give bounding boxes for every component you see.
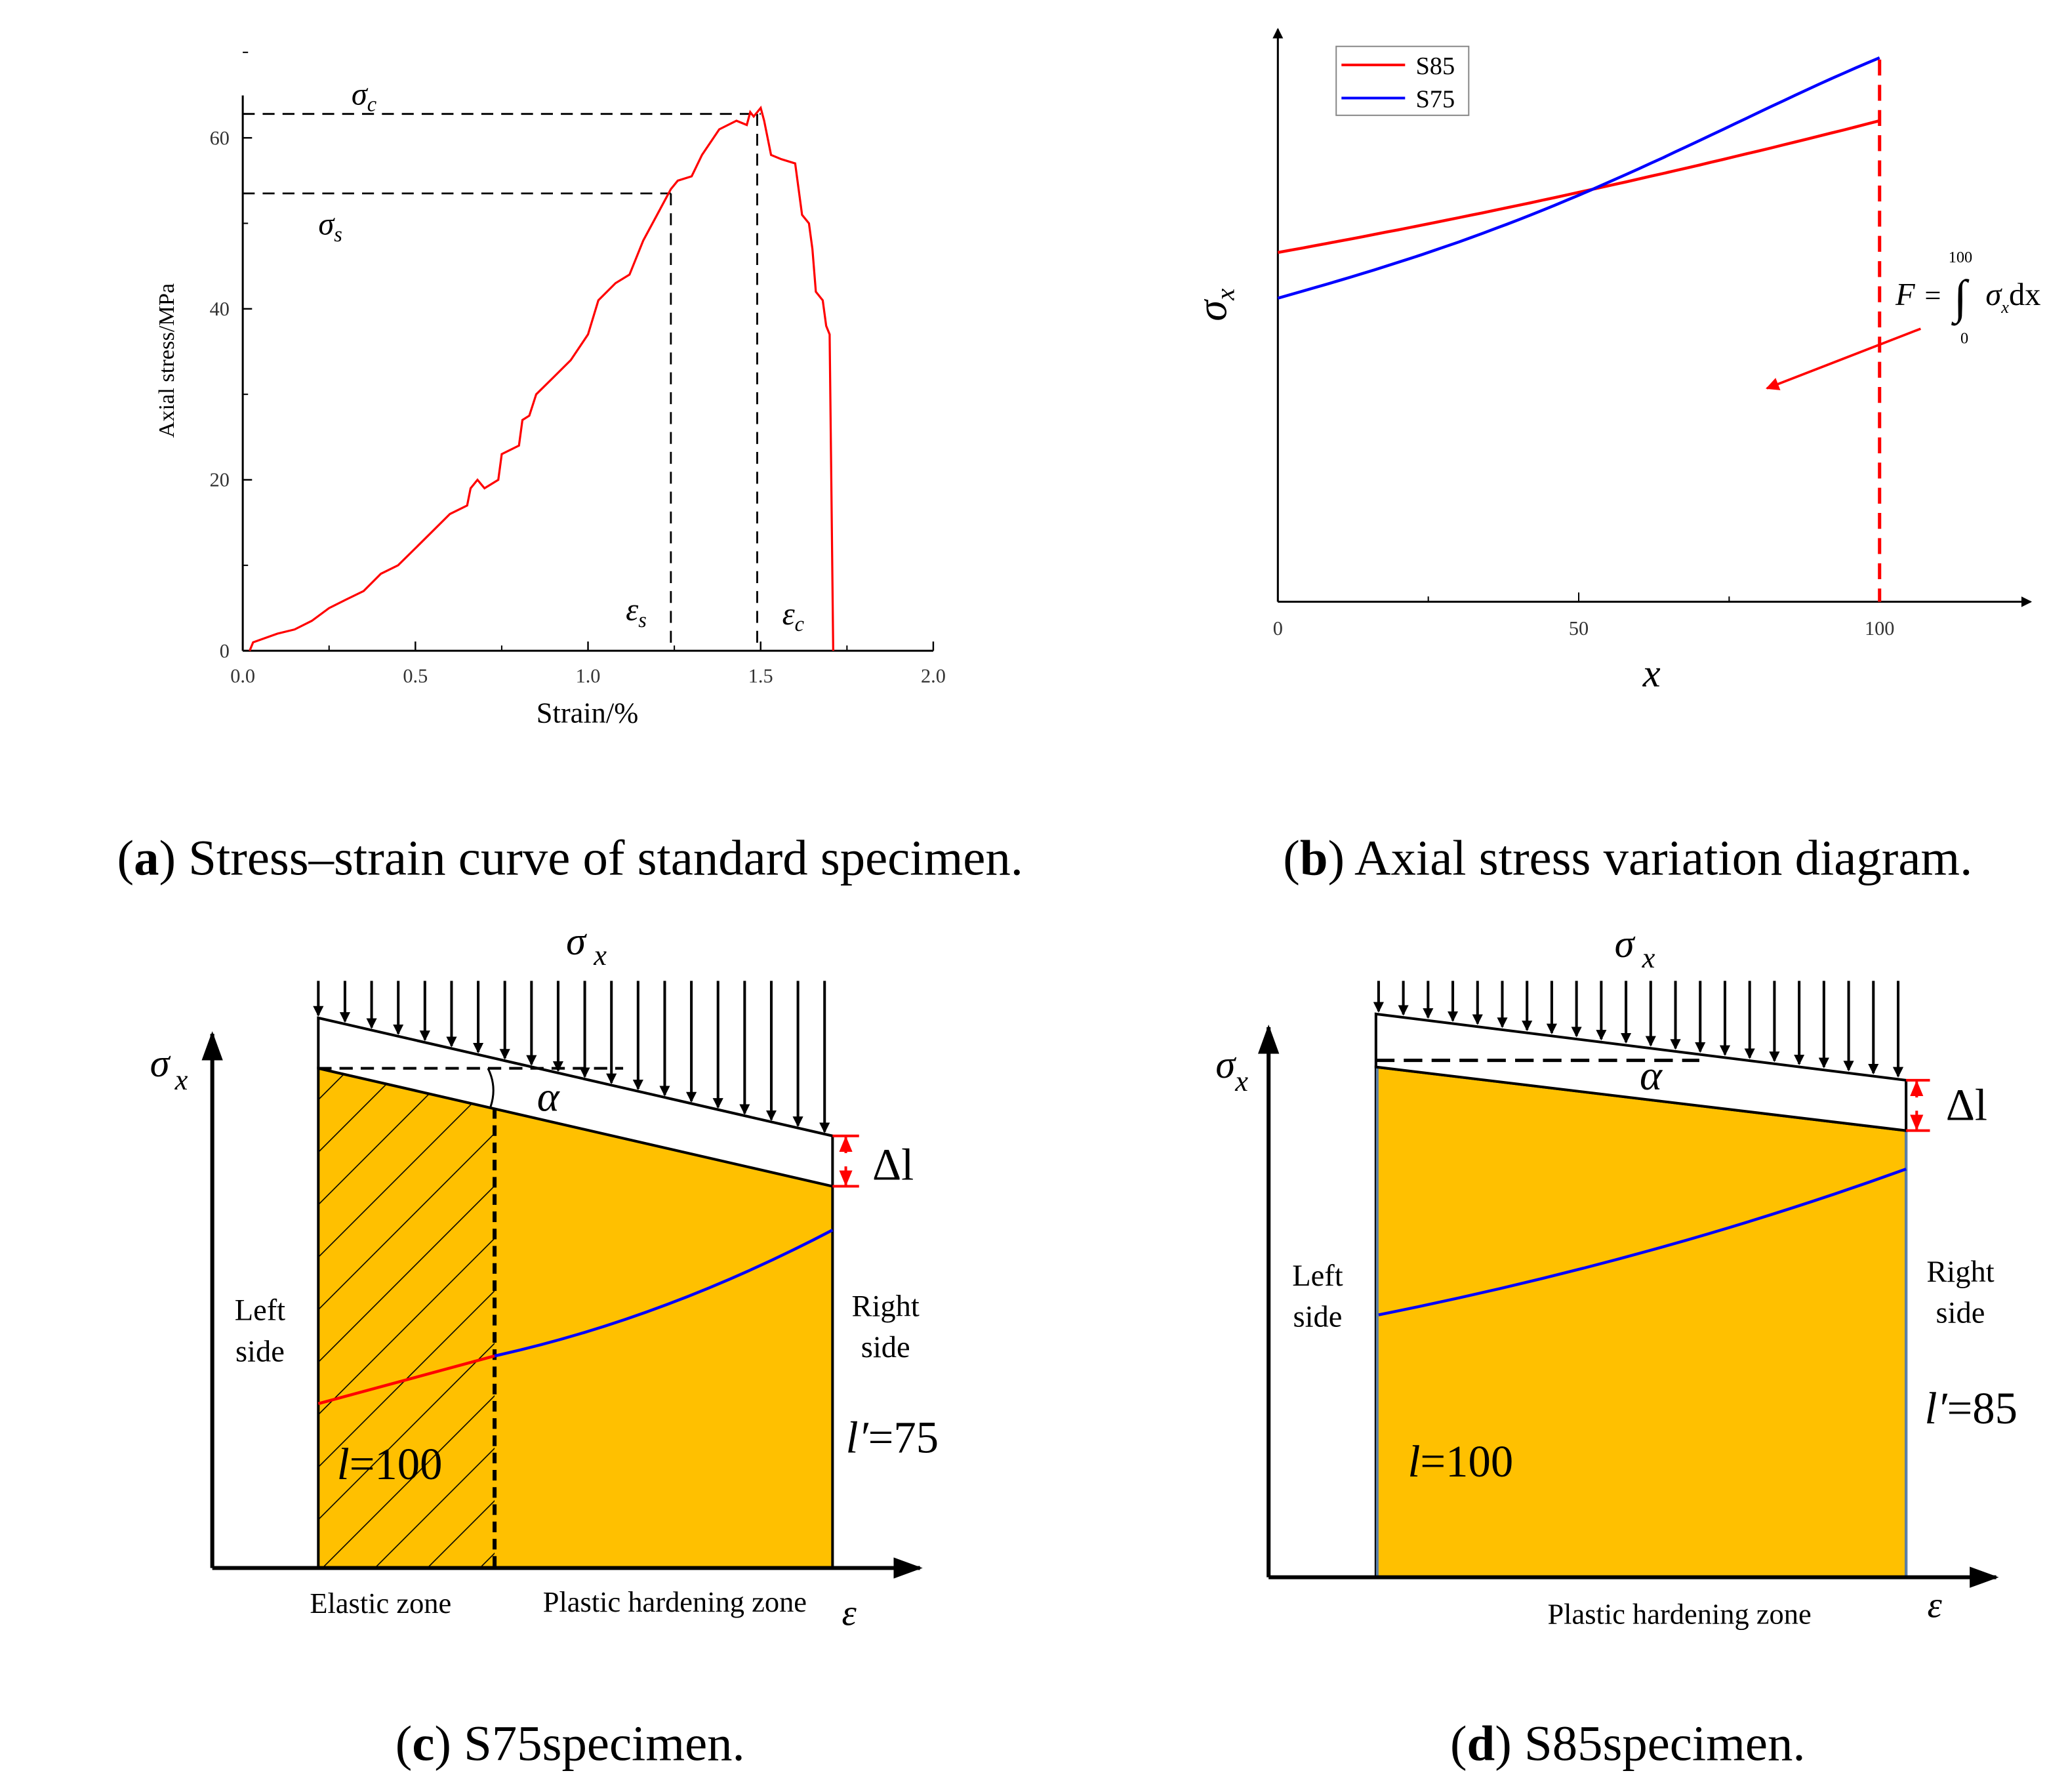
d-alpha: α [1640, 1051, 1663, 1099]
a-x-tick-label: 1.5 [748, 665, 773, 687]
panel-a-stress-strain-chart: 0.0 0.5 1.0 1.5 2.0 0 20 40 60 Strain/% Axial st… [154, 51, 946, 729]
b-x-tick-label: 100 [1865, 617, 1894, 640]
c-x-axis-label: ε [841, 1593, 857, 1633]
b-x-tick-label: 50 [1569, 617, 1589, 640]
d-yaxis-sigma: σx [1215, 1043, 1248, 1097]
a-sigma-s-label: σs [318, 207, 342, 246]
svg-text:100: 100 [1949, 249, 1972, 266]
caption-b: (b) Axial stress variation diagram. [1283, 830, 1972, 886]
d-lprime-label: l′=85 [1924, 1383, 2017, 1433]
a-y-tick-label: 20 [210, 469, 230, 491]
c-l-label: l=100 [337, 1439, 443, 1489]
d-x-axis-label: ε [1927, 1585, 1942, 1625]
a-x-tick-label: 0.0 [230, 665, 255, 687]
svg-text:∫: ∫ [1951, 270, 1970, 326]
c-delta-l-label: Δl [872, 1139, 914, 1189]
b-series-s75 [1277, 56, 1880, 300]
d-specimen-area [1374, 1065, 1908, 1579]
d-right-side-2: side [1936, 1297, 1985, 1330]
b-x-label: x [1642, 652, 1661, 696]
d-l-label: l=100 [1408, 1436, 1513, 1486]
a-x-tick-label: 2.0 [921, 665, 946, 687]
legend-label-s75: S75 [1415, 86, 1455, 113]
a-x-tick-label: 1.0 [576, 665, 601, 687]
d-stress-line [1378, 1168, 1907, 1316]
svg-text:=: = [1924, 279, 1941, 312]
svg-text:F: F [1895, 277, 1916, 312]
a-epsilon-s-label: εs [626, 593, 647, 632]
a-y-tick-label: 60 [210, 127, 230, 149]
c-left-side-1: Left [235, 1294, 285, 1328]
b-formula-arrow [1766, 327, 1922, 390]
legend-label-s85: S85 [1415, 52, 1455, 80]
b-series-s85 [1277, 119, 1880, 255]
b-x-tick-label: 0 [1273, 617, 1283, 640]
caption-d: (d) S85specimen. [1450, 1716, 1806, 1772]
c-left-side-2: side [235, 1335, 285, 1368]
c-stress-line-elastic [317, 1354, 495, 1406]
caption-c: (c) S75specimen. [395, 1716, 745, 1772]
a-x-label: Strain/% [537, 696, 639, 729]
svg-text:σxdx: σxdx [1985, 277, 2040, 317]
c-elastic-hatch [318, 1068, 495, 1568]
d-plastic-zone-label: Plastic hardening zone [1547, 1597, 1811, 1630]
c-right-side-1: Right [852, 1290, 920, 1324]
c-right-side-2: side [861, 1331, 910, 1364]
a-stress-strain-line [249, 106, 834, 651]
d-right-side-1: Right [1926, 1255, 1994, 1289]
a-y-tick-label: 0 [220, 640, 230, 662]
c-alpha: α [537, 1072, 561, 1120]
a-epsilon-c-label: εc [782, 597, 804, 636]
d-left-side-2: side [1293, 1301, 1343, 1334]
b-legend: S85 S75 [1335, 45, 1470, 116]
a-y-tick-label: 40 [210, 298, 230, 320]
b-integral-formula: F = ∫ 100 0 σxdx [1895, 249, 2040, 347]
c-alpha-arc [487, 1068, 495, 1107]
c-plastic-zone-label: Plastic hardening zone [543, 1585, 807, 1618]
caption-a: (a) Stress–strain curve of standard spec… [117, 830, 1023, 886]
c-stress-line-plastic [494, 1229, 834, 1358]
svg-text:0: 0 [1960, 329, 1968, 347]
a-x-tick-label: 0.5 [403, 665, 428, 687]
c-elastic-zone-label: Elastic zone [310, 1587, 451, 1619]
panel-b-axial-stress-chart: 0 50 100 S85 S75 x σx F = ∫ 100 0 σxdx [1188, 28, 2040, 696]
d-delta-l-label: Δl [1946, 1080, 1987, 1130]
c-lprime-label: l′=75 [846, 1413, 939, 1463]
d-left-side-1: Left [1292, 1259, 1343, 1293]
b-y-label: σx [1188, 289, 1240, 321]
a-sigma-c-label: σc [352, 77, 376, 116]
a-y-label: Axial stress/MPa [154, 283, 179, 438]
